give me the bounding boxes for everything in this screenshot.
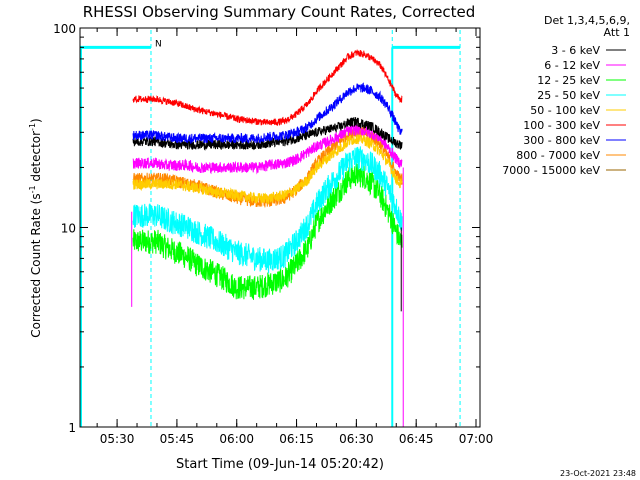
plot-area: N [80,30,461,427]
legend-label: 50 - 100 keV [530,104,600,117]
y-axis-label-end: ) [29,118,43,123]
legend-header: Att 1 [604,26,630,39]
series-line [132,132,403,205]
series-300-800-kev [132,82,403,145]
x-tick-label: 06:30 [339,432,374,446]
x-tick-label: 05:30 [100,432,135,446]
series-line [132,82,403,145]
y-axis-label-mid: detector [29,131,43,186]
legend-label: 12 - 25 keV [537,74,600,87]
series-6-12-kev [132,124,403,175]
series-line [132,163,403,300]
series-25-50-kev [132,146,403,274]
legend-label: 7000 - 15000 keV [502,164,600,177]
legend-label: 300 - 800 keV [523,134,600,147]
y-axis-label-sup1: -1 [28,185,37,193]
legend-label: 100 - 300 keV [523,119,600,132]
y-tick-label: 1 [68,421,76,435]
x-tick-label: 06:00 [219,432,254,446]
x-tick-label: 05:45 [160,432,195,446]
legend-label: 6 - 12 keV [544,59,600,72]
x-tick-label: 06:15 [279,432,314,446]
x-tick-label: 07:00 [459,432,494,446]
series-line [132,48,403,127]
x-axis-label: Start Time (09-Jun-14 05:20:42) [176,457,384,472]
series-12-25-kev [132,163,403,300]
chart-title: RHESSI Observing Summary Count Rates, Co… [83,3,476,21]
series-line [132,146,403,274]
legend-label: 3 - 6 keV [551,44,600,57]
x-tick-label: 06:45 [399,432,434,446]
legend: Det 1,3,4,5,6,9,Att 1 3 - 6 keV 6 - 12 keV… [502,14,630,177]
y-tick-label: 100 [53,22,76,36]
legend-label: 25 - 50 keV [537,89,600,102]
legend-label: 800 - 7000 keV [516,149,600,162]
series-100-300-kev [132,48,403,127]
y-axis-label-main: Corrected Count Rate (s [29,193,43,337]
y-axis-label: Corrected Count Rate (s-1 detector-1) [28,118,43,337]
series-line [132,124,403,175]
y-axis-label-sup2: -1 [28,123,37,131]
flag-annotation: N [155,39,162,49]
timestamp-label: 23-Oct-2021 23:48 [560,469,636,478]
y-tick-label: 10 [61,222,76,236]
legend-header: Det 1,3,4,5,6,9, [544,14,630,27]
series-50-100-kev [132,132,403,205]
axes: 05:30 05:45 06:00 06:15 06:30 06:45 07:00 1 10 10… [53,22,493,446]
